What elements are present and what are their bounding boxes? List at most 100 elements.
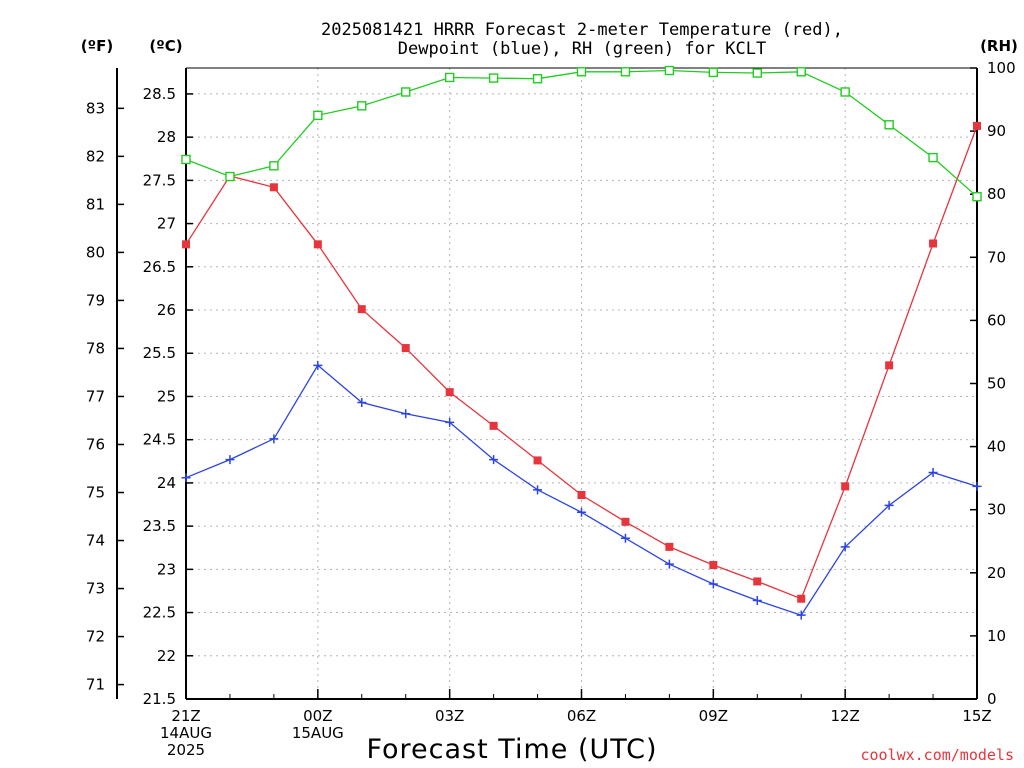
temperature-point-4 xyxy=(357,305,366,314)
dewpoint-point-15 xyxy=(840,542,850,552)
fahrenheit-tick-label-7: 78 xyxy=(86,339,105,357)
fahrenheit-tick-label-8: 79 xyxy=(86,291,105,309)
dewpoint-point-6 xyxy=(445,417,455,427)
temperature-point-13 xyxy=(753,577,762,586)
rh-tick-label-2: 20 xyxy=(987,564,1006,582)
dewpoint-point-12 xyxy=(708,579,718,589)
chart-title-line-2: Dewpoint (blue), RH (green) for KCLT xyxy=(398,39,766,59)
rh-point-16 xyxy=(884,120,894,130)
rh-tick-label-6: 60 xyxy=(987,311,1006,329)
dewpoint-line xyxy=(185,364,978,616)
celsius-tick-label-1: 22 xyxy=(157,647,176,665)
celsius-tick-label-5: 24 xyxy=(157,474,176,492)
grid-lines xyxy=(186,68,977,699)
temperature-point-10 xyxy=(621,517,630,526)
rh-point-2 xyxy=(269,161,279,171)
rh-point-11 xyxy=(664,65,675,76)
fahrenheit-tick-label-3: 74 xyxy=(86,532,105,550)
temperature-point-15 xyxy=(841,482,850,491)
rh-tick-label-0: 0 xyxy=(987,690,997,708)
rh-point-13 xyxy=(752,68,762,78)
rh-point-18 xyxy=(972,192,982,202)
celsius-tick-label-0: 21.5 xyxy=(143,690,176,708)
dewpoint-point-18 xyxy=(972,481,982,491)
fahrenheit-tick-label-4: 75 xyxy=(86,484,105,502)
dewpoint-point-16 xyxy=(884,500,894,510)
fahrenheit-tick-label-5: 76 xyxy=(86,435,105,453)
rh-point-1 xyxy=(225,171,235,182)
x-tick-label-1-1: 15AUG xyxy=(292,724,344,742)
temperature-point-5 xyxy=(401,344,410,353)
fahrenheit-tick-label-12: 83 xyxy=(86,99,105,117)
rh-tick-label-3: 30 xyxy=(987,501,1006,519)
x-tick-label-3-0: 06Z xyxy=(567,707,596,725)
celsius-tick-label-2: 22.5 xyxy=(143,604,176,622)
fahrenheit-unit-label: (ºF) xyxy=(81,37,113,55)
temperature-point-12 xyxy=(709,561,718,570)
dewpoint-point-11 xyxy=(664,559,674,569)
rh-tick-label-5: 50 xyxy=(987,375,1006,393)
temperature-point-3 xyxy=(313,240,322,249)
celsius-tick-label-4: 23.5 xyxy=(143,517,176,535)
rh-unit-label: (RH) xyxy=(980,37,1018,55)
celsius-tick-label-13: 28 xyxy=(157,128,176,146)
rh-tick-label-7: 70 xyxy=(987,248,1006,266)
temperature-point-6 xyxy=(445,388,454,397)
x-tick-label-6-0: 15Z xyxy=(962,707,991,725)
temperature-point-0 xyxy=(182,240,190,249)
rh-point-5 xyxy=(401,87,411,97)
temperature-point-16 xyxy=(885,361,894,370)
celsius-unit-label: (ºC) xyxy=(149,37,182,55)
rh-tick-label-9: 90 xyxy=(987,122,1006,140)
temperature-point-2 xyxy=(269,183,278,192)
celsius-tick-label-7: 25 xyxy=(157,387,176,405)
celsius-tick-label-8: 25.5 xyxy=(143,344,176,362)
celsius-tick-label-11: 27 xyxy=(157,215,176,233)
rh-point-14 xyxy=(796,67,806,77)
temperature-point-8 xyxy=(533,456,542,465)
fahrenheit-tick-label-11: 82 xyxy=(86,147,105,165)
rh-point-0 xyxy=(181,154,191,165)
temperature-point-11 xyxy=(665,542,674,551)
celsius-tick-label-12: 27.5 xyxy=(143,171,176,189)
fahrenheit-tick-label-2: 73 xyxy=(86,580,105,598)
dewpoint-point-5 xyxy=(401,409,411,419)
rh-point-7 xyxy=(488,73,499,83)
dewpoint-point-14 xyxy=(796,610,806,620)
x-tick-label-0-1: 14AUG xyxy=(160,724,212,742)
rh-point-17 xyxy=(928,152,938,163)
x-tick-label-1-0: 00Z xyxy=(303,707,332,725)
x-tick-label-4-0: 09Z xyxy=(699,707,728,725)
fahrenheit-tick-label-6: 77 xyxy=(86,387,105,405)
dewpoint-point-8 xyxy=(533,485,543,495)
x-tick-label-0-2: 2025 xyxy=(167,741,205,759)
dewpoint-point-0 xyxy=(181,473,191,483)
celsius-tick-label-3: 23 xyxy=(157,560,176,578)
dewpoint-point-4 xyxy=(357,398,367,408)
dewpoint-point-17 xyxy=(928,468,938,478)
rh-point-6 xyxy=(444,72,455,83)
fahrenheit-tick-label-10: 81 xyxy=(86,195,105,213)
x-axis-title: Forecast Time (UTC) xyxy=(366,734,657,765)
dewpoint-point-1 xyxy=(225,455,235,465)
celsius-tick-label-6: 24.5 xyxy=(143,431,176,449)
dewpoint-point-7 xyxy=(489,455,499,465)
x-tick-label-0-0: 21Z xyxy=(171,707,200,725)
dewpoint-point-9 xyxy=(577,507,586,517)
rh-point-8 xyxy=(532,74,543,84)
temperature-point-18 xyxy=(973,121,981,130)
rh-tick-label-8: 80 xyxy=(987,185,1006,203)
chart-title-line-1: 2025081421 HRRR Forecast 2-meter Tempera… xyxy=(321,20,843,40)
dewpoint-point-13 xyxy=(752,595,762,605)
fahrenheit-tick-label-9: 80 xyxy=(86,243,105,261)
dewpoint-point-2 xyxy=(269,434,279,444)
data-series xyxy=(181,65,982,620)
fahrenheit-tick-label-1: 72 xyxy=(86,628,105,646)
x-tick-label-5-0: 12Z xyxy=(830,707,859,725)
celsius-tick-label-9: 26 xyxy=(157,301,176,319)
dewpoint-point-3 xyxy=(313,360,323,370)
dewpoint-point-10 xyxy=(620,533,630,543)
rh-tick-label-10: 100 xyxy=(987,59,1016,77)
temperature-point-7 xyxy=(489,421,498,430)
